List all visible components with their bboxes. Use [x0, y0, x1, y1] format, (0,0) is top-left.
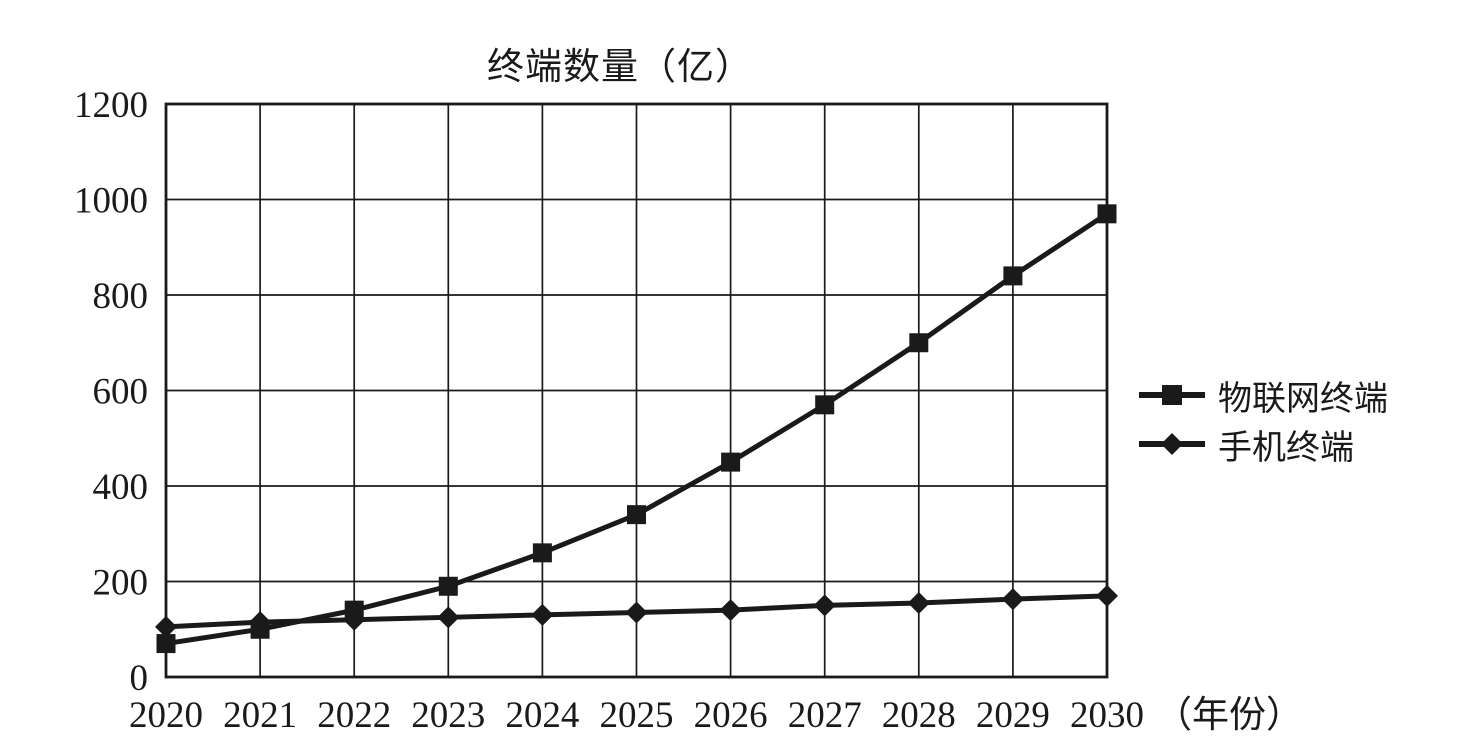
x-tick-label: 2029 [976, 695, 1050, 736]
x-tick-label: 2030 [1070, 695, 1144, 736]
x-tick-label: 2021 [223, 695, 297, 736]
data-point-square [1003, 266, 1023, 286]
y-tick-label: 400 [93, 467, 149, 508]
data-point-square [721, 452, 741, 472]
square-marker-icon [1139, 385, 1205, 405]
data-point-square [627, 505, 646, 525]
y-tick-label: 800 [93, 276, 149, 317]
data-point-diamond [813, 594, 836, 617]
x-tick-label: 2022 [317, 695, 391, 736]
x-tick-label: 2025 [600, 695, 674, 736]
data-point-diamond [907, 591, 930, 614]
x-tick-label: 2020 [129, 695, 203, 736]
y-tick-label: 600 [93, 372, 149, 413]
data-point-diamond [531, 603, 554, 626]
data-point-diamond [719, 599, 742, 622]
legend-label-iot: 物联网终端 [1218, 380, 1388, 418]
y-tick-label: 0 [130, 658, 149, 699]
data-point-diamond [1001, 588, 1024, 611]
y-tick-label: 1000 [74, 181, 148, 222]
data-point-diamond [437, 606, 460, 629]
y-tick-label: 200 [93, 563, 149, 604]
data-point-square [532, 543, 552, 563]
data-point-square [156, 634, 176, 654]
chart-title: 终端数量（亿） [487, 47, 753, 88]
data-point-diamond [343, 608, 366, 631]
diamond-marker-icon [1139, 433, 1205, 455]
data-point-diamond [155, 615, 177, 638]
x-tick-label: 2026 [694, 695, 768, 736]
legend-item-iot: 物联网终端 [1136, 372, 1388, 418]
x-tick-label: 2024 [505, 695, 579, 736]
data-point-diamond [1096, 584, 1118, 607]
x-tick-label: 2027 [788, 695, 862, 736]
x-axis-unit-label: （年份） [1155, 694, 1303, 736]
data-point-square [909, 333, 929, 353]
data-point-diamond [249, 611, 272, 634]
data-point-diamond [625, 601, 648, 624]
y-tick-label: 1200 [74, 85, 148, 126]
legend: 物联网终端 手机终端 [1136, 372, 1388, 467]
data-point-square [815, 395, 835, 415]
plot-border [164, 102, 1109, 679]
data-point-square [438, 576, 458, 596]
x-tick-label: 2023 [411, 695, 485, 736]
data-point-square [1097, 204, 1117, 224]
legend-item-phone: 手机终端 [1136, 421, 1388, 467]
legend-label-phone: 手机终端 [1218, 429, 1354, 467]
x-tick-label: 2028 [882, 695, 956, 736]
